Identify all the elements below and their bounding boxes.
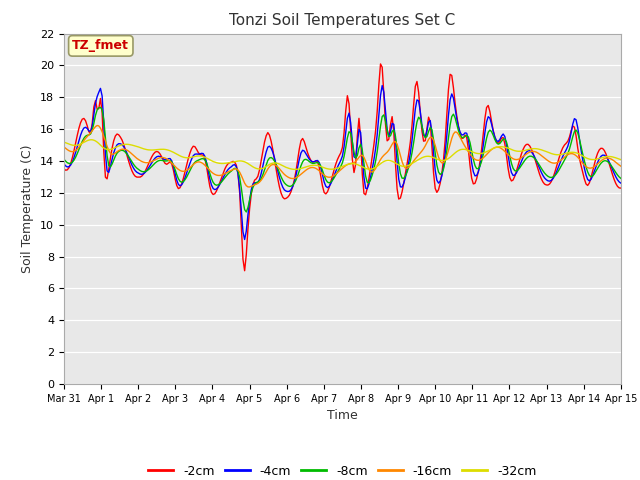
-32cm	[506, 146, 514, 152]
-2cm	[377, 61, 385, 67]
-2cm	[60, 166, 68, 172]
-4cm	[488, 121, 495, 127]
Line: -4cm: -4cm	[64, 85, 621, 240]
-32cm	[291, 167, 298, 172]
-2cm	[488, 119, 495, 124]
-2cm	[617, 185, 625, 191]
-8cm	[243, 209, 250, 215]
-16cm	[93, 122, 101, 128]
-16cm	[488, 147, 495, 153]
-16cm	[499, 147, 507, 153]
-8cm	[617, 176, 625, 181]
-2cm	[369, 154, 376, 159]
-2cm	[72, 140, 79, 146]
-4cm	[617, 180, 625, 186]
-4cm	[499, 131, 507, 137]
-32cm	[60, 139, 68, 145]
-32cm	[617, 157, 625, 163]
Y-axis label: Soil Temperature (C): Soil Temperature (C)	[22, 144, 35, 273]
-8cm	[72, 155, 79, 160]
-8cm	[370, 166, 378, 172]
X-axis label: Time: Time	[327, 409, 358, 422]
-2cm	[499, 135, 507, 141]
-16cm	[60, 144, 68, 150]
-8cm	[97, 105, 104, 110]
-16cm	[72, 148, 79, 154]
Text: TZ_fmet: TZ_fmet	[72, 39, 129, 52]
-32cm	[86, 137, 94, 143]
-2cm	[506, 175, 514, 180]
-16cm	[506, 154, 514, 159]
-32cm	[234, 158, 242, 164]
-8cm	[60, 156, 68, 162]
-32cm	[72, 143, 79, 148]
-32cm	[499, 144, 507, 150]
Title: Tonzi Soil Temperatures Set C: Tonzi Soil Temperatures Set C	[229, 13, 456, 28]
Line: -8cm: -8cm	[64, 108, 621, 212]
-4cm	[241, 237, 248, 242]
-4cm	[60, 161, 68, 167]
-4cm	[506, 163, 514, 168]
Line: -32cm: -32cm	[64, 140, 621, 169]
Legend: -2cm, -4cm, -8cm, -16cm, -32cm: -2cm, -4cm, -8cm, -16cm, -32cm	[143, 460, 541, 480]
-8cm	[506, 153, 514, 159]
-4cm	[72, 150, 79, 156]
-8cm	[499, 136, 507, 142]
-2cm	[241, 268, 248, 274]
-32cm	[488, 146, 495, 152]
Line: -16cm: -16cm	[64, 125, 621, 187]
-16cm	[234, 167, 242, 173]
-8cm	[488, 129, 495, 134]
Line: -2cm: -2cm	[64, 64, 621, 271]
-8cm	[234, 168, 242, 174]
-4cm	[378, 83, 386, 88]
-16cm	[617, 163, 625, 169]
-2cm	[232, 162, 240, 168]
-32cm	[370, 166, 378, 171]
-16cm	[246, 184, 253, 190]
-16cm	[370, 168, 378, 174]
-4cm	[232, 164, 240, 169]
-4cm	[369, 166, 376, 172]
